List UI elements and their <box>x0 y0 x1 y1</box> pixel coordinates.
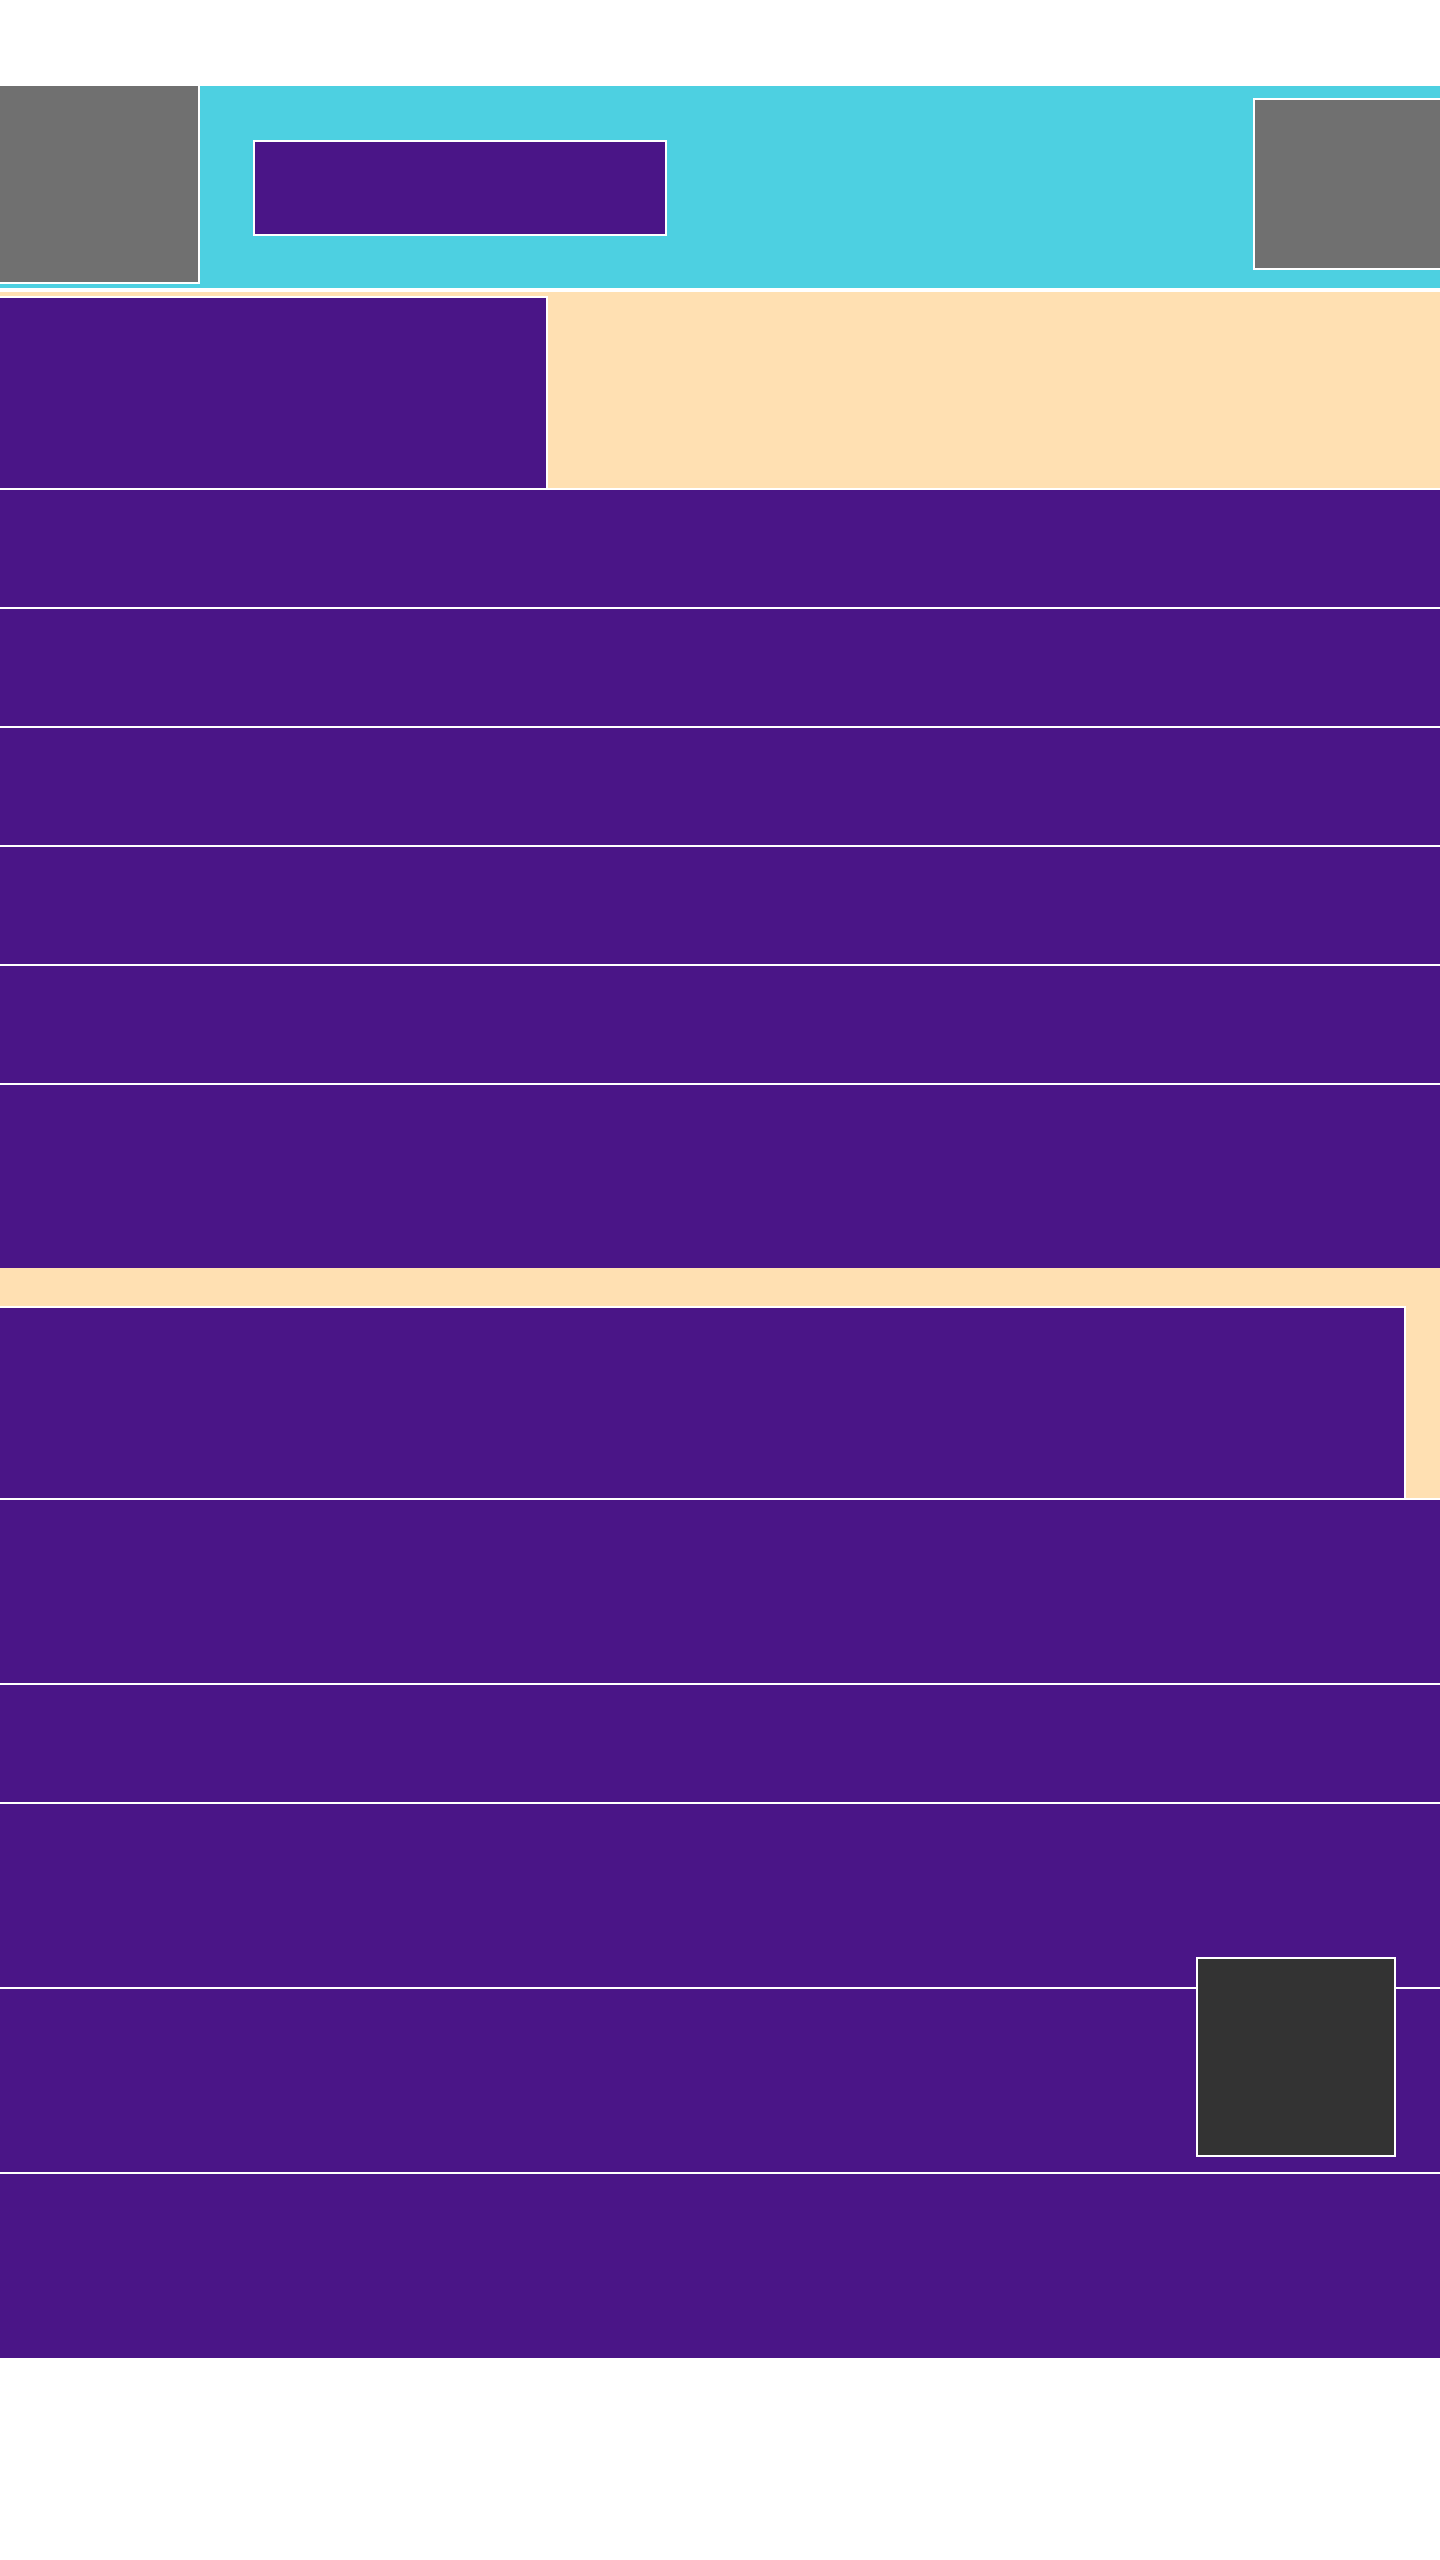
top-content-block <box>0 296 548 490</box>
floating-thumbnail[interactable] <box>1196 1957 1396 2157</box>
list-row-large[interactable] <box>0 1498 1440 1684</box>
list-row-large[interactable] <box>0 2172 1440 2358</box>
list-row[interactable] <box>0 845 1440 965</box>
list-row[interactable] <box>0 726 1440 846</box>
header-left-image[interactable] <box>0 86 200 284</box>
list-row[interactable] <box>0 964 1440 1084</box>
list-row-large[interactable] <box>0 1083 1440 1269</box>
header-title-block <box>253 140 667 236</box>
header-right-image[interactable] <box>1253 98 1440 270</box>
list-row[interactable] <box>0 1683 1440 1803</box>
header-bar <box>0 86 1440 288</box>
middle-content-block <box>0 1306 1406 1500</box>
list-row[interactable] <box>0 607 1440 727</box>
list-row[interactable] <box>0 488 1440 608</box>
